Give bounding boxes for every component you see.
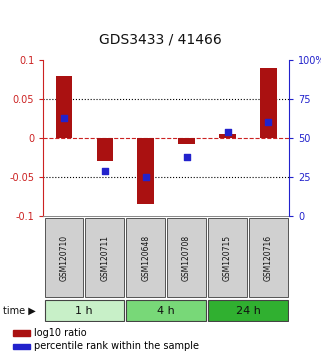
Bar <box>178 138 195 144</box>
Point <box>225 129 230 135</box>
Text: time ▶: time ▶ <box>3 306 36 316</box>
Bar <box>260 68 277 138</box>
Point <box>102 168 107 173</box>
Text: 4 h: 4 h <box>157 306 175 316</box>
Point <box>184 154 189 160</box>
Text: GSM120648: GSM120648 <box>141 234 150 281</box>
Bar <box>85 218 124 297</box>
Point <box>143 174 148 180</box>
Text: 1 h: 1 h <box>75 306 93 316</box>
Text: GSM120716: GSM120716 <box>264 234 273 281</box>
Bar <box>13 344 30 349</box>
Point <box>61 115 66 121</box>
Text: GSM120715: GSM120715 <box>223 234 232 281</box>
Bar <box>208 218 247 297</box>
Bar <box>126 300 206 321</box>
Bar <box>219 134 236 138</box>
Text: GSM120710: GSM120710 <box>59 234 68 281</box>
Bar <box>56 76 72 138</box>
Bar <box>167 218 206 297</box>
Bar <box>13 330 30 336</box>
Text: percentile rank within the sample: percentile rank within the sample <box>34 341 199 351</box>
Text: GDS3433 / 41466: GDS3433 / 41466 <box>99 32 222 46</box>
Text: 24 h: 24 h <box>236 306 260 316</box>
Point <box>266 120 271 125</box>
Bar <box>208 300 288 321</box>
Bar <box>249 218 288 297</box>
Bar <box>97 138 113 161</box>
Text: GSM120708: GSM120708 <box>182 234 191 281</box>
Bar <box>137 138 154 204</box>
Text: GSM120711: GSM120711 <box>100 235 109 280</box>
Bar <box>45 300 124 321</box>
Text: log10 ratio: log10 ratio <box>34 328 87 338</box>
Bar <box>45 218 83 297</box>
Bar <box>126 218 165 297</box>
